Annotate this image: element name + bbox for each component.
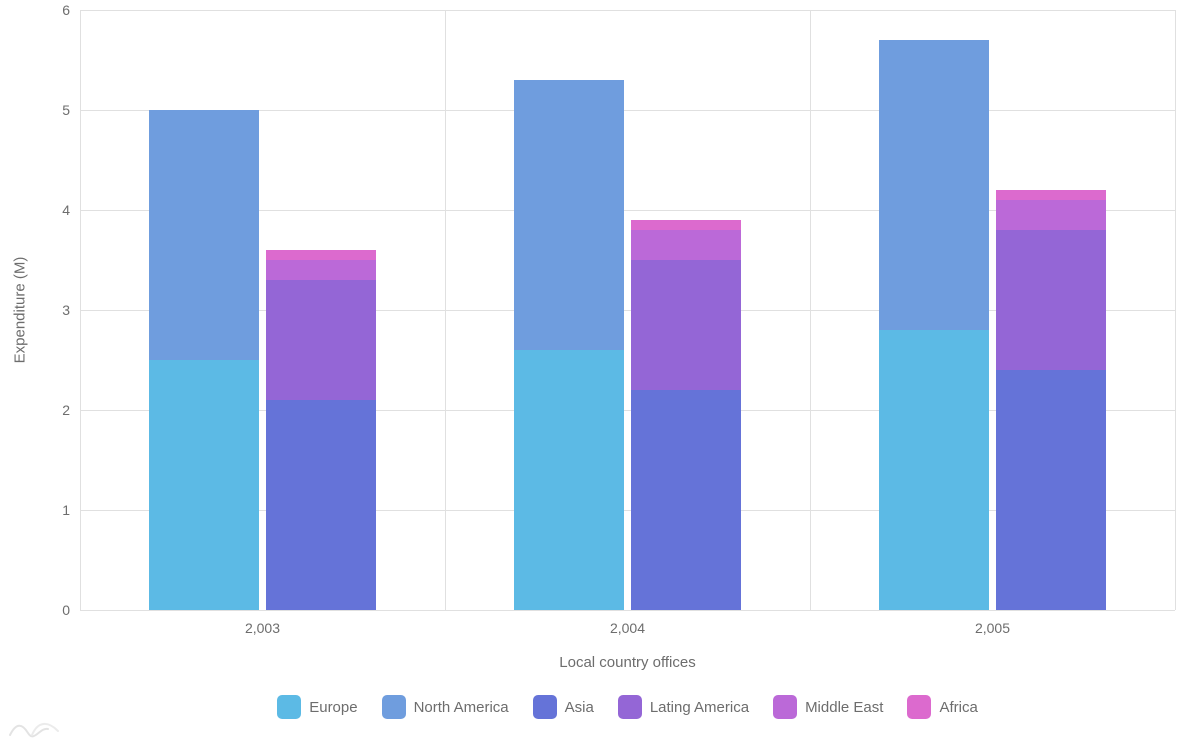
- legend-swatch-icon: [277, 695, 301, 719]
- bar-segment-asia[interactable]: [631, 390, 741, 610]
- legend-item-middle_east[interactable]: Middle East: [773, 695, 883, 719]
- bar-segment-north_america[interactable]: [149, 110, 259, 360]
- bar-segment-africa[interactable]: [996, 190, 1106, 200]
- bar-segment-latin_america[interactable]: [631, 260, 741, 390]
- bar-segment-middle_east[interactable]: [996, 200, 1106, 230]
- y-tick-label: 5: [30, 102, 70, 118]
- y-tick-label: 2: [30, 402, 70, 418]
- x-tick-label: 2,005: [953, 620, 1033, 636]
- bar-segment-north_america[interactable]: [514, 80, 624, 350]
- legend-item-africa[interactable]: Africa: [907, 695, 977, 719]
- bar-segment-africa[interactable]: [631, 220, 741, 230]
- y-axis-label: Expenditure (M): [12, 257, 29, 364]
- x-axis-label: Local country offices: [559, 654, 695, 671]
- legend-swatch-icon: [773, 695, 797, 719]
- legend-swatch-icon: [382, 695, 406, 719]
- y-tick-label: 3: [30, 302, 70, 318]
- legend-item-asia[interactable]: Asia: [533, 695, 594, 719]
- x-tick-label: 2,004: [588, 620, 668, 636]
- legend-item-latin_america[interactable]: Lating America: [618, 695, 749, 719]
- bar-segment-middle_east[interactable]: [266, 260, 376, 280]
- legend-label: Middle East: [805, 699, 883, 716]
- gridline-vertical: [1175, 10, 1176, 610]
- bar-segment-north_america[interactable]: [879, 40, 989, 330]
- chart-container: Expenditure (M) Local country offices Eu…: [0, 0, 1189, 750]
- y-tick-label: 4: [30, 202, 70, 218]
- bar-segment-europe[interactable]: [879, 330, 989, 610]
- legend-label: Europe: [309, 699, 357, 716]
- gridline-horizontal: [80, 10, 1175, 11]
- bar-segment-africa[interactable]: [266, 250, 376, 260]
- legend-swatch-icon: [533, 695, 557, 719]
- legend-label: Africa: [939, 699, 977, 716]
- y-tick-label: 0: [30, 602, 70, 618]
- gridline-horizontal: [80, 610, 1175, 611]
- legend-item-europe[interactable]: Europe: [277, 695, 357, 719]
- legend-swatch-icon: [618, 695, 642, 719]
- gridline-vertical: [445, 10, 446, 610]
- y-tick-label: 1: [30, 502, 70, 518]
- legend-label: Lating America: [650, 699, 749, 716]
- legend: Europe North America Asia Lating America Mid…: [80, 695, 1175, 719]
- bar-segment-latin_america[interactable]: [996, 230, 1106, 370]
- bar-segment-europe[interactable]: [149, 360, 259, 610]
- gridline-vertical: [810, 10, 811, 610]
- legend-swatch-icon: [907, 695, 931, 719]
- bar-segment-asia[interactable]: [996, 370, 1106, 610]
- bar-segment-latin_america[interactable]: [266, 280, 376, 400]
- legend-item-north_america[interactable]: North America: [382, 695, 509, 719]
- x-tick-label: 2,003: [223, 620, 303, 636]
- legend-label: North America: [414, 699, 509, 716]
- bar-segment-europe[interactable]: [514, 350, 624, 610]
- y-tick-label: 6: [30, 2, 70, 18]
- gridline-vertical: [80, 10, 81, 610]
- bar-segment-middle_east[interactable]: [631, 230, 741, 260]
- amcharts-logo-icon: [8, 719, 66, 744]
- legend-label: Asia: [565, 699, 594, 716]
- bar-segment-asia[interactable]: [266, 400, 376, 610]
